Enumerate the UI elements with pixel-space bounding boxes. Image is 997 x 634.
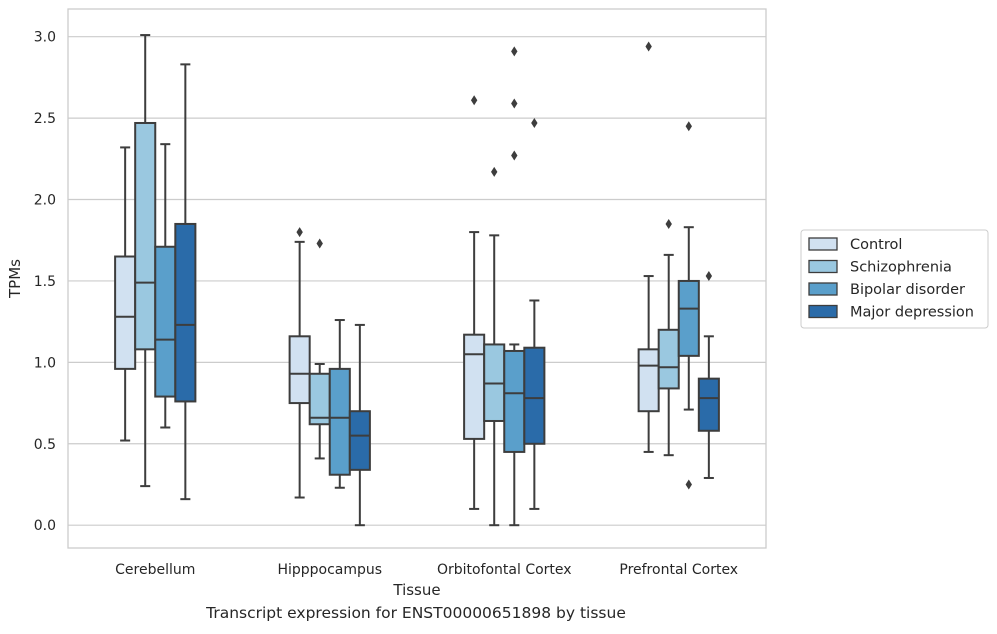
box-control [637,41,660,453]
box-schizophrenia [134,34,157,488]
plot-frame [67,8,767,549]
box-bipolar-disorder [677,121,700,490]
x-axis-label: Tissue [392,581,440,599]
iqr-box [154,245,177,398]
outlier-point [511,98,518,109]
iqr-box [503,349,526,453]
x-axis-ticks: Cerebellum Hipppocampus Orbitofontal Corte… [115,562,738,578]
box-bipolar-disorder [328,319,351,489]
outlier-point [511,150,518,161]
outlier-point [645,41,652,52]
y-tick-label: 3.0 [34,30,56,46]
outlier-point [470,95,478,106]
y-tick-label: 0.0 [34,518,56,534]
legend-swatch [808,304,838,319]
legend-label: Major depression [850,305,974,321]
box-control [114,146,137,442]
outlier-point [665,218,672,229]
legend: Control Schizophrenia Bipolar disorder Majo… [800,229,989,329]
x-tick-label: Orbitofontal Cortex [437,562,572,578]
box-bipolar-disorder [154,143,177,429]
y-tick-label: 2.5 [34,111,56,127]
box-schizophrenia [483,166,506,527]
outlier-point [511,46,518,57]
figure-caption: Transcript expression for ENST0000065189… [206,604,626,622]
x-tick-label: Cerebellum [115,562,195,578]
legend-swatch [808,237,838,251]
plot-marks [114,34,720,527]
iqr-box [637,348,660,413]
iqr-box [697,377,720,432]
y-axis-ticks: 0.0 0.5 1.0 1.5 2.0 2.5 3.0 [34,30,56,535]
iqr-box [657,328,680,390]
iqr-box [114,255,137,370]
x-tick-label: Hipppocampus [277,562,382,578]
outlier-point [685,121,692,132]
iqr-box [677,279,700,357]
outlier-point [531,117,538,128]
legend-frame [800,229,989,329]
box-schizophrenia [308,238,331,460]
legend-label: Bipolar disorder [850,282,965,298]
x-tick-label: Prefrontal Cortex [619,562,738,578]
box-schizophrenia [657,218,680,457]
legend-label: Schizophrenia [850,260,952,276]
iqr-box [288,335,311,405]
iqr-box [174,222,197,403]
box-control [463,95,486,510]
iqr-box [523,346,546,445]
iqr-box [308,372,331,426]
outlier-point [685,479,692,490]
box-major-depression [697,271,720,479]
outlier-point [316,238,323,249]
iqr-box [328,367,351,476]
outlier-point [705,271,713,282]
iqr-box [463,333,486,440]
box-major-depression [348,323,371,527]
legend-label: Control [850,237,902,253]
outlier-point [491,166,498,177]
y-tick-label: 2.0 [34,193,56,209]
legend-swatch [808,259,838,274]
y-axis-label: TPMs [6,259,24,299]
y-tick-label: 0.5 [34,437,56,453]
outlier-point [296,227,303,238]
box-major-depression [174,63,197,501]
y-tick-label: 1.0 [34,355,56,371]
legend-swatch [808,282,838,296]
iqr-box [134,121,157,351]
box-major-depression [523,117,546,510]
iqr-box [348,410,371,471]
box-control [288,227,311,499]
y-tick-label: 1.5 [34,274,56,290]
